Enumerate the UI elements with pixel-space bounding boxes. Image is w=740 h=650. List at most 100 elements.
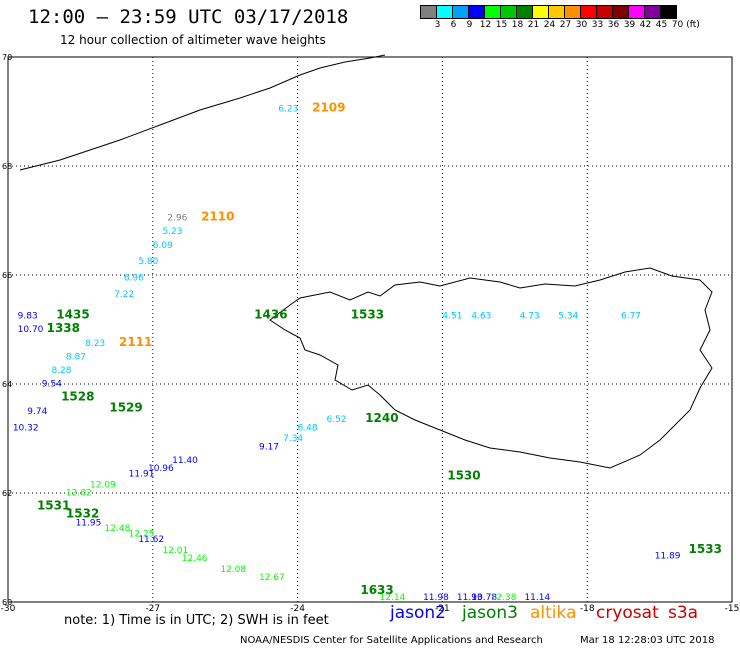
legend-label: 36 [607, 20, 620, 30]
wave-height-label: 12.67 [259, 573, 285, 583]
lon-tick-label: -15 [725, 604, 740, 614]
wave-height-label: 10.96 [148, 464, 174, 474]
lat-tick-label: 64 [2, 380, 12, 389]
page-title: 12:00 – 23:59 UTC 03/17/2018 [28, 6, 349, 28]
pass-time-label: 1435 [56, 308, 89, 322]
wave-height-label: 4.73 [520, 312, 540, 322]
legend-label: 12 [479, 20, 492, 30]
legend-label: 6 [450, 20, 457, 30]
wave-height-label: 7.34 [283, 434, 303, 444]
wave-height-label: 10.32 [13, 423, 39, 433]
legend-label: 21 [527, 20, 540, 30]
pass-time-label: 1533 [351, 308, 384, 322]
footnote: note: 1) Time is in UTC; 2) SWH is in fe… [64, 613, 329, 628]
satellite-jason2: jason2 [390, 603, 446, 623]
pass-time-label: 1436 [254, 308, 287, 322]
wave-height-label: 11.62 [138, 535, 164, 545]
map-frame [7, 56, 733, 603]
wave-height-label: 12.01 [162, 546, 188, 556]
satellite-jason3: jason3 [462, 603, 518, 623]
wave-height-label: 8.28 [51, 366, 71, 376]
wave-height-label: 6.96 [124, 273, 144, 283]
wave-height-label: 5.80 [138, 257, 158, 267]
wave-height-label: 5.34 [558, 312, 578, 322]
wave-height-label: 4.63 [471, 312, 491, 322]
wave-height-label: 12.08 [220, 565, 246, 575]
pass-time-label: 1533 [689, 542, 722, 556]
wave-height-label: 12.82 [66, 489, 92, 499]
lat-tick-label: 60 [2, 598, 12, 607]
wave-height-label: 12.38 [491, 593, 517, 603]
wave-height-label: 9.74 [27, 407, 47, 417]
wave-height-label: 6.23 [278, 105, 298, 115]
satellite-s3a: s3a [668, 603, 699, 623]
greenland-coastline [19, 54, 386, 171]
legend-label: 15 [495, 20, 508, 30]
pass-time-label: 1531 [37, 498, 70, 512]
wave-height-label: 9.83 [18, 312, 38, 322]
pass-time-label: 1528 [61, 389, 94, 403]
lat-tick-label: 70 [2, 53, 12, 62]
wave-height-label: 2.96 [167, 214, 187, 224]
legend-swatch [660, 5, 677, 19]
legend-unit: (ft) [686, 20, 700, 30]
wave-height-label: 5.23 [162, 227, 182, 237]
wave-height-label: 9.54 [42, 380, 62, 390]
wave-height-label: 12.09 [90, 481, 116, 491]
legend-label: 33 [591, 20, 604, 30]
axis-ticks: -30 -27 -24 -21 -18 -15 70 68 66 64 62 60 [1, 53, 740, 614]
wave-height-label: 6.77 [621, 312, 641, 322]
pass-time-label: 1338 [47, 321, 80, 335]
lon-tick-label: -27 [145, 604, 160, 614]
wave-height-label: 8.87 [66, 352, 86, 362]
wave-height-label: 7.22 [114, 290, 134, 300]
wave-height-label: 6.09 [153, 241, 173, 251]
wave-height-label: 12.48 [105, 524, 131, 534]
color-legend-labels: 3 6 9 12 15 18 21 24 27 30 33 36 39 42 45 70 (ft) [421, 20, 731, 32]
wave-height-label: 10.70 [18, 325, 44, 335]
wave-height-label: 12.14 [380, 593, 406, 603]
pass-time-label: 2109 [312, 101, 345, 115]
wave-height-label: 12.46 [182, 554, 208, 564]
timestamp: Mar 18 12:28:03 UTC 2018 [580, 635, 715, 646]
wave-height-label: 4.51 [442, 312, 462, 322]
wave-height-label: 11.95 [76, 519, 102, 529]
wave-height-label: 11.40 [172, 456, 198, 466]
wave-height-label: 11.93 [457, 593, 483, 603]
pass-time-label: 1240 [365, 411, 398, 425]
wave-height-label: 11.98 [423, 593, 449, 603]
legend-label: 70 [671, 20, 684, 30]
track-labels: 2109 6.23 2110 2.96 5.23 6.09 5.80 6.96 7.22 1436… [13, 101, 722, 604]
legend-label: 24 [543, 20, 556, 30]
pass-time-label: 1633 [360, 583, 393, 597]
lat-tick-label: 62 [2, 489, 12, 498]
satellite-altika: altika [530, 603, 577, 623]
wave-height-label: 6.48 [298, 423, 318, 433]
pass-time-label: 1532 [66, 507, 99, 521]
wave-height-label: 11.14 [524, 593, 550, 603]
wave-height-label: 11.91 [129, 470, 155, 480]
color-legend [420, 5, 677, 19]
lat-tick-label: 68 [2, 162, 12, 171]
wave-height-label: 11.89 [655, 551, 681, 561]
wave-height-label: 6.52 [327, 415, 347, 425]
legend-label: 45 [655, 20, 668, 30]
legend-label: 9 [466, 20, 473, 30]
wave-height-label: 8.23 [85, 339, 105, 349]
lon-tick-label: -18 [580, 604, 595, 614]
satellite-cryosat: cryosat [596, 603, 659, 623]
legend-label: 30 [575, 20, 588, 30]
legend-label: 42 [639, 20, 652, 30]
wave-height-label: 10.78 [471, 593, 497, 603]
pass-time-label: 2110 [201, 210, 234, 224]
page-subtitle: 12 hour collection of altimeter wave hei… [60, 33, 326, 47]
legend-label: 3 [434, 20, 441, 30]
lon-tick-label: -30 [1, 604, 16, 614]
lon-tick-label: -21 [435, 604, 450, 614]
credit-line: NOAA/NESDIS Center for Satellite Applica… [240, 635, 543, 646]
pass-time-label: 1530 [447, 468, 480, 482]
pass-time-label: 1529 [109, 400, 142, 414]
lat-tick-label: 66 [2, 271, 12, 280]
legend-label: 39 [623, 20, 636, 30]
